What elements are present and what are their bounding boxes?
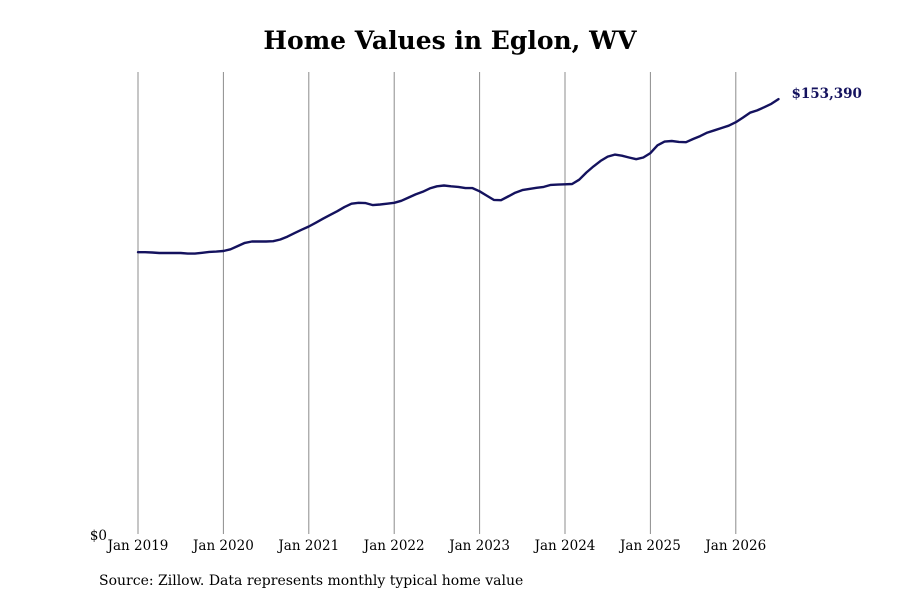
- y-tick-label: $0: [90, 528, 107, 544]
- end-value-label: $153,390: [792, 86, 862, 102]
- grid-lines: [137, 72, 737, 534]
- x-tick-label: Jan 2020: [191, 538, 254, 554]
- x-axis-tick-labels: Jan 2019 Jan 2020 Jan 2021 Jan 2022 Jan 2023…: [106, 538, 767, 554]
- series-line: [136, 97, 780, 255]
- x-tick-label: Jan 2026: [703, 538, 766, 554]
- source-note: Source: Zillow. Data represents monthly …: [99, 573, 524, 589]
- x-tick-label: Jan 2025: [618, 538, 681, 554]
- x-tick-label: Jan 2019: [106, 538, 169, 554]
- y-axis-tick-labels: $0: [90, 528, 107, 544]
- x-tick-label: Jan 2022: [362, 538, 425, 554]
- x-tick-label: Jan 2024: [533, 538, 596, 554]
- chart-title: Home Values in Eglon, WV: [263, 26, 637, 55]
- x-tick-label: Jan 2023: [447, 538, 510, 554]
- x-tick-label: Jan 2021: [276, 538, 339, 554]
